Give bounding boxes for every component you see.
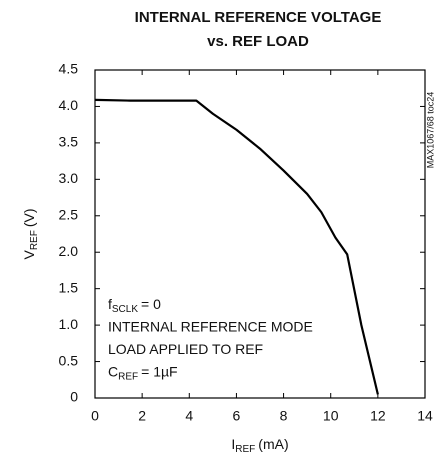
- x-tick-label: 2: [138, 408, 146, 424]
- annotation-part: INTERNAL REFERENCE MODE: [108, 318, 313, 334]
- y-tick-label: 3.0: [59, 170, 79, 186]
- label-part: (mA): [258, 436, 288, 452]
- x-tick-label: 8: [280, 408, 288, 424]
- annotation: LOAD APPLIED TO REF: [108, 341, 263, 357]
- annotation-sub: REF: [118, 371, 138, 382]
- label-sub: REF: [235, 444, 255, 455]
- x-tick-label: 4: [185, 408, 193, 424]
- annotation: fSCLK = 0: [108, 296, 161, 315]
- label-part: (V): [21, 208, 37, 227]
- y-tick-label: 0: [70, 389, 78, 405]
- y-tick-label: 1.0: [59, 316, 79, 332]
- annotation: INTERNAL REFERENCE MODE: [108, 318, 313, 334]
- side-note: MAX1067/68 toc24: [425, 92, 435, 169]
- y-tick-label: 3.5: [59, 134, 79, 150]
- x-axis-label: IREF (mA): [231, 436, 288, 455]
- chart-title: vs. REF LOAD: [207, 33, 309, 50]
- chart-title: INTERNAL REFERENCE VOLTAGE: [135, 9, 382, 26]
- label-part: V: [21, 250, 37, 260]
- annotation-part: C: [108, 363, 118, 379]
- annotation-part: LOAD APPLIED TO REF: [108, 341, 263, 357]
- y-tick-label: 4.5: [59, 61, 79, 77]
- y-tick-label: 1.5: [59, 279, 79, 295]
- x-tick-label: 10: [323, 408, 339, 424]
- data-line: [94, 98, 379, 395]
- x-tick-label: 14: [417, 408, 433, 424]
- annotation: CREF = 1µF: [108, 363, 178, 382]
- annotation-part: = 1µF: [141, 363, 177, 379]
- x-tick-label: 0: [91, 408, 99, 424]
- annotations: fSCLK = 0 INTERNAL REFERENCE MODE LOAD APPL…: [108, 296, 313, 382]
- y-tick-label: 0.5: [59, 352, 79, 368]
- y-tick-label: 4.0: [59, 97, 79, 113]
- label-part: I: [231, 436, 235, 452]
- y-tick-label: 2.0: [59, 243, 79, 259]
- x-tick-label: 6: [233, 408, 241, 424]
- annotation-sub: SCLK: [112, 304, 138, 315]
- y-axis-label: VREF (V): [21, 208, 40, 259]
- y-tick-label: 2.5: [59, 206, 79, 222]
- plot-frame: [94, 69, 426, 399]
- annotation-part: = 0: [141, 296, 161, 312]
- annotation-part: f: [108, 296, 112, 312]
- x-tick-label: 12: [370, 408, 386, 424]
- label-sub: REF: [29, 230, 40, 250]
